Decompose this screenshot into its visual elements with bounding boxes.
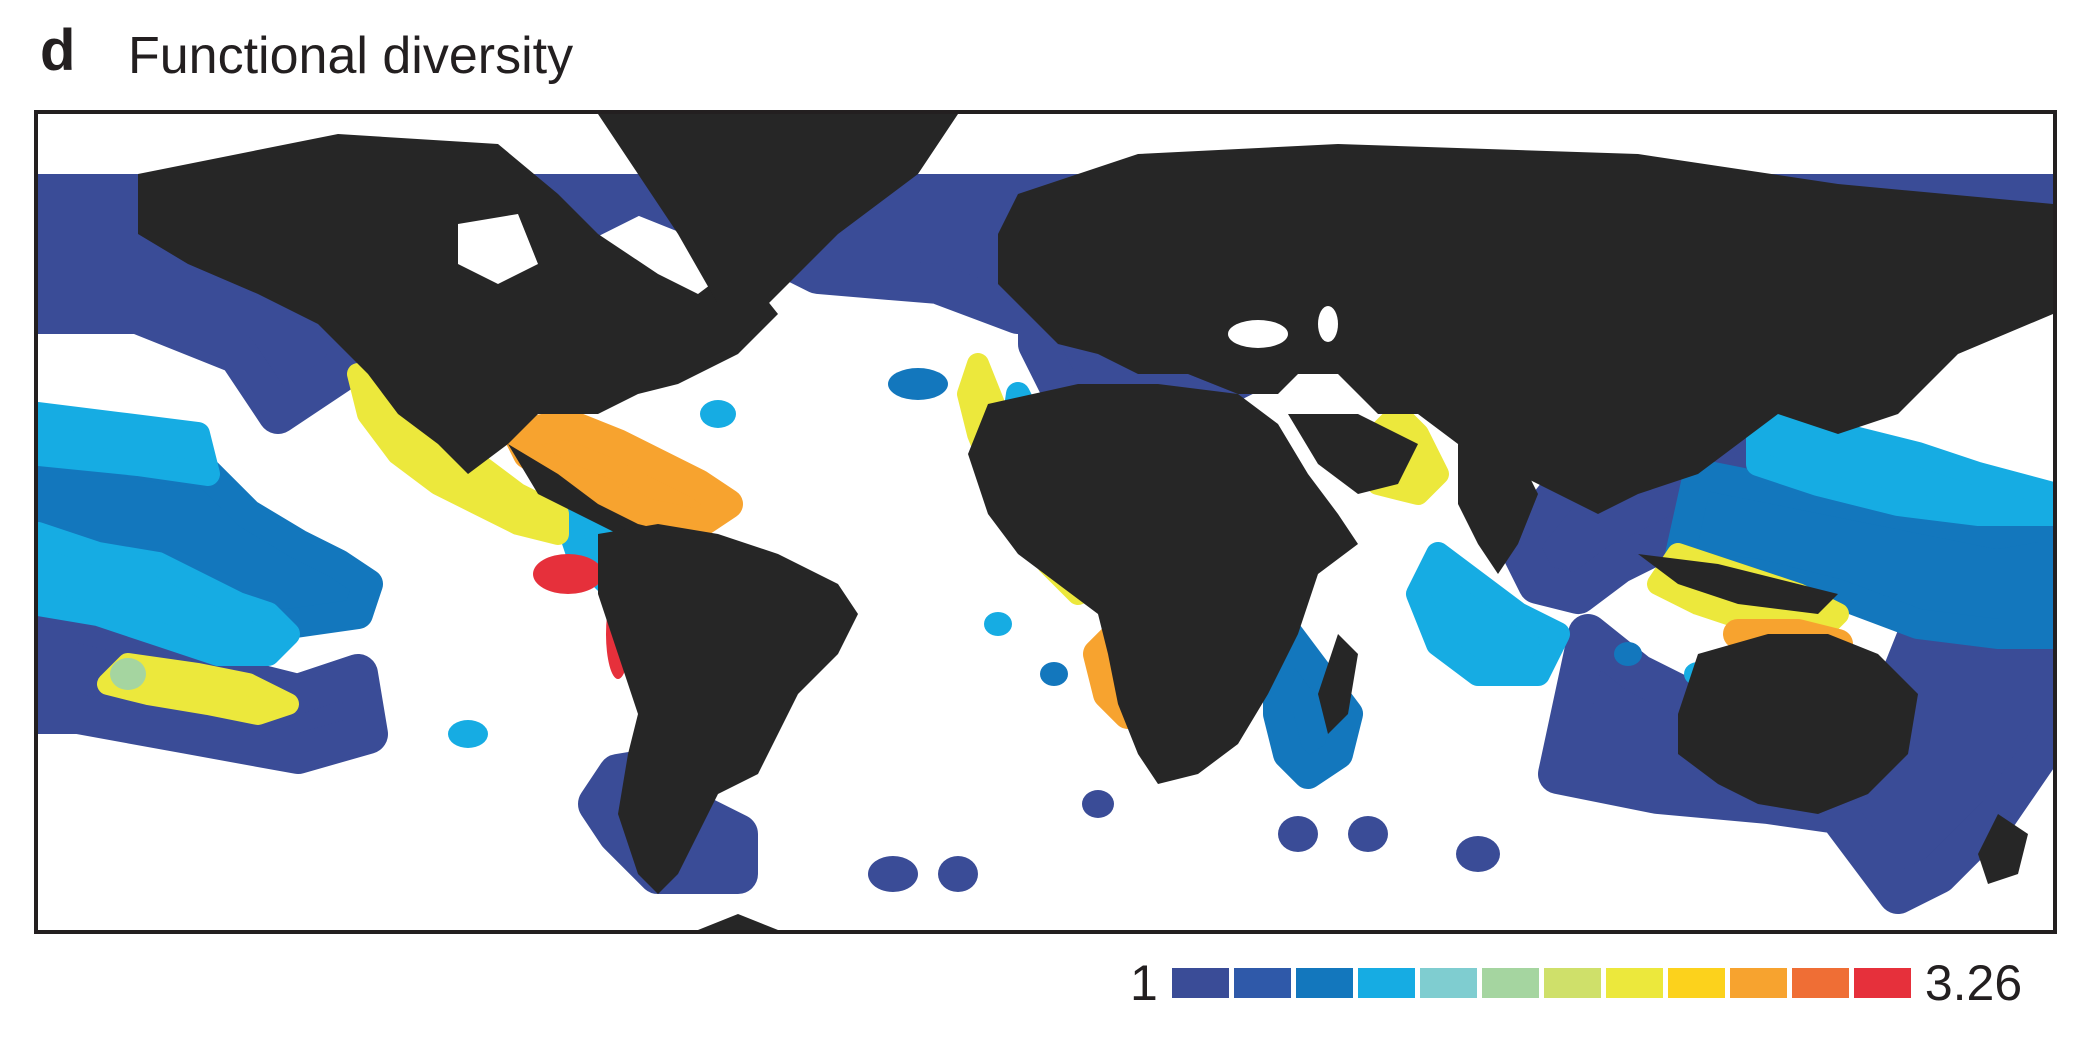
africa-landmass <box>968 384 1358 784</box>
world-map <box>34 110 2057 934</box>
caspian-sea <box>1318 306 1338 342</box>
legend-swatch-8 <box>1605 968 1663 998</box>
north-america-landmass <box>138 134 778 474</box>
color-legend: 1 3.26 <box>1130 953 2022 1013</box>
legend-swatch-3 <box>1295 968 1353 998</box>
legend-swatches <box>1171 968 1911 998</box>
legend-max-label: 3.26 <box>1924 955 2023 1011</box>
antarctica-edge <box>698 914 778 930</box>
legend-swatch-10 <box>1729 968 1787 998</box>
island-markers <box>110 368 1712 892</box>
land-masses <box>138 114 2053 930</box>
hudson-bay <box>458 214 538 284</box>
greenland-landmass <box>598 114 958 314</box>
indonesia-landmass <box>1638 554 1838 614</box>
new-zealand-landmass <box>1978 814 2028 884</box>
black-sea <box>1228 320 1288 348</box>
legend-min-label: 1 <box>1130 955 1158 1011</box>
panel-letter: d <box>40 18 76 83</box>
legend-swatch-1 <box>1171 968 1229 998</box>
arabia-landmass <box>1288 414 1418 494</box>
legend-swatch-12 <box>1853 968 1911 998</box>
legend-swatch-2 <box>1233 968 1291 998</box>
legend-swatch-9 <box>1667 968 1725 998</box>
india-landmass <box>1458 444 1538 574</box>
legend-swatch-11 <box>1791 968 1849 998</box>
legend-swatch-4 <box>1357 968 1415 998</box>
australia-landmass <box>1678 634 1918 814</box>
legend-swatch-5 <box>1419 968 1477 998</box>
panel-title: Functional diversity <box>128 27 574 85</box>
south-america-landmass <box>598 524 858 894</box>
legend-swatch-7 <box>1543 968 1601 998</box>
central-america-landmass <box>508 444 678 554</box>
legend-swatch-6 <box>1481 968 1539 998</box>
inland-seas <box>458 214 1338 348</box>
madagascar-landmass <box>1318 634 1358 734</box>
eurasia-landmass <box>998 144 2053 514</box>
map-canvas <box>38 114 2053 930</box>
